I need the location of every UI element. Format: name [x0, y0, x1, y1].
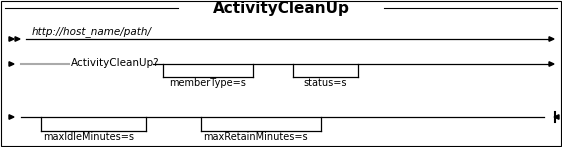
Text: ActivityCleanUp: ActivityCleanUp — [212, 0, 350, 15]
Polygon shape — [9, 115, 14, 119]
Polygon shape — [9, 62, 14, 66]
Text: maxIdleMinutes=s: maxIdleMinutes=s — [43, 132, 134, 142]
Polygon shape — [9, 37, 14, 41]
Text: memberType=s: memberType=s — [170, 78, 247, 88]
Polygon shape — [15, 37, 20, 41]
Text: maxRetainMinutes=s: maxRetainMinutes=s — [203, 132, 307, 142]
Polygon shape — [554, 115, 559, 119]
Text: status=s: status=s — [303, 78, 347, 88]
Polygon shape — [549, 37, 554, 41]
Text: ActivityCleanUp?: ActivityCleanUp? — [71, 58, 160, 68]
Text: http://host_name/path/: http://host_name/path/ — [32, 26, 152, 37]
Polygon shape — [549, 62, 554, 66]
